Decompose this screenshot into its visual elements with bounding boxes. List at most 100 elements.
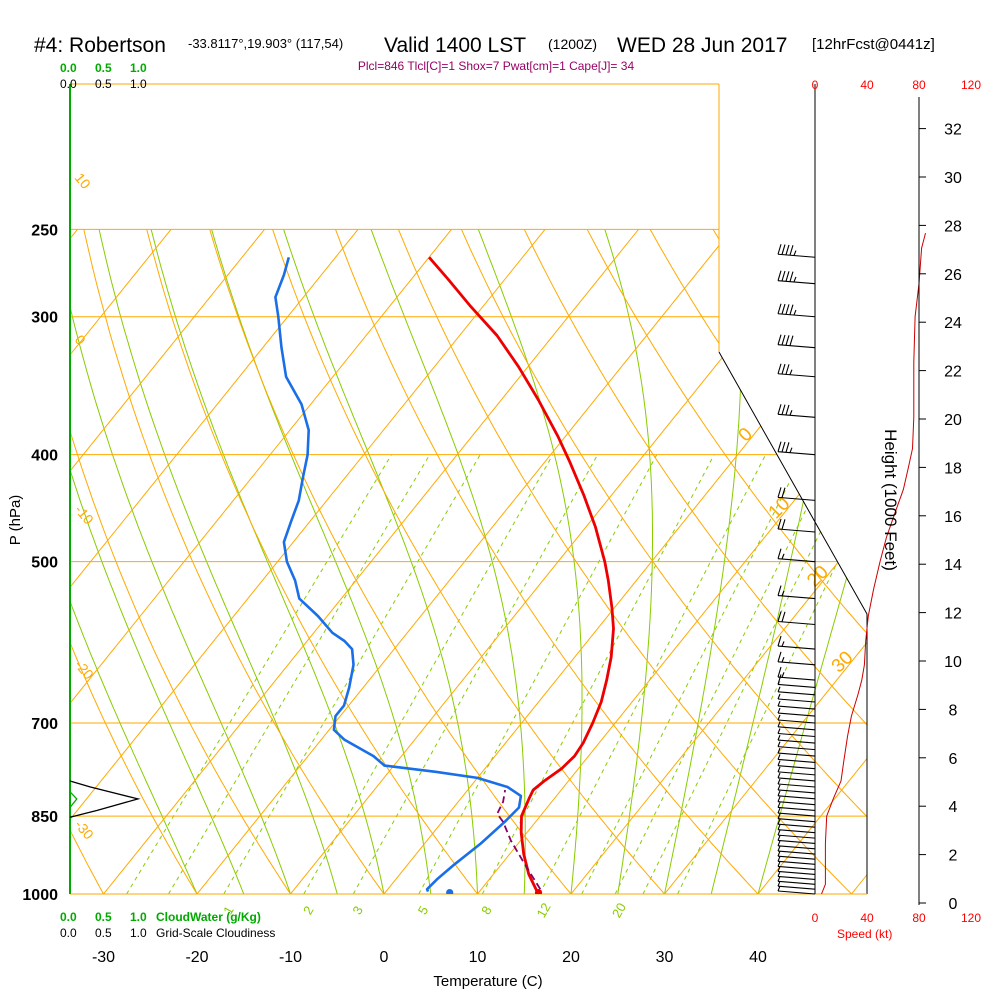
sounding-traces: [274, 256, 615, 894]
isotherm-label: 30: [828, 647, 858, 677]
barb-flag: [777, 674, 782, 685]
barb-staff: [777, 719, 816, 724]
barb-half-flag: [793, 250, 797, 256]
cloud-water-tick-top: 1.0: [130, 61, 147, 75]
wind-barb: [777, 487, 816, 501]
x-tick-label: -10: [279, 949, 302, 966]
cloudiness-tick-bottom: 0.0: [60, 926, 77, 940]
barb-flag: [781, 270, 786, 282]
barb-staff: [777, 789, 816, 794]
barb-half-flag: [777, 686, 781, 692]
moist-adiabat-line: [211, 229, 432, 894]
moist-adiabat-line: [604, 229, 653, 894]
wind-barb: [777, 721, 816, 731]
speed-tick-bottom: 40: [860, 911, 874, 925]
barb-half-flag: [777, 871, 781, 877]
barb-flag: [777, 585, 782, 596]
mixing-ratio-line: [642, 454, 859, 894]
barb-half-flag: [777, 766, 781, 773]
barb-half-flag: [789, 447, 793, 453]
isobars: [70, 228, 867, 895]
x-axis: -30 -20 -10 0 10 20 30 40: [92, 949, 767, 966]
wind-barb: [777, 363, 816, 378]
barb-staff: [777, 691, 816, 696]
barb-staff: [777, 783, 816, 788]
x-tick-label: -30: [92, 949, 115, 966]
moist-adiabat-line: [70, 229, 291, 894]
barb-flag: [777, 635, 782, 647]
dry-adiabat-line: [965, 229, 1000, 894]
barb-flag: [781, 487, 786, 498]
moist-adiabat-line: [370, 229, 526, 894]
barb-half-flag: [777, 835, 781, 841]
dry-adiabat-line: [586, 229, 867, 894]
barb-half-flag: [777, 784, 781, 791]
barb-flag: [777, 611, 782, 622]
wind-barb: [777, 611, 816, 626]
barb-staff: [777, 413, 816, 418]
barb-staff: [777, 739, 816, 744]
height-tick-label: 24: [944, 315, 962, 332]
barb-flag: [777, 548, 782, 559]
barb-staff: [777, 344, 816, 349]
wind-barb: [777, 851, 816, 860]
barb-flag: [781, 244, 786, 255]
wind-barb: [777, 244, 816, 258]
height-tick-label: 10: [944, 654, 962, 671]
wind-barb: [777, 876, 816, 885]
x-tick-label: 40: [749, 949, 767, 966]
barb-staff: [777, 373, 816, 378]
wind-barb: [777, 728, 816, 738]
pressure-tick-label: 850: [31, 809, 58, 826]
wind-barb: [777, 778, 816, 788]
barb-flag: [785, 404, 790, 416]
barb-flag: [785, 335, 790, 346]
barb-staff: [777, 890, 816, 895]
barb-half-flag: [777, 721, 781, 727]
barb-staff: [777, 661, 816, 666]
barb-half-flag: [781, 641, 785, 647]
wind-barb: [777, 819, 816, 828]
cloudiness-tick-top: 1.0: [130, 77, 147, 91]
barb-half-flag: [777, 824, 781, 830]
y-axis-label: P (hPa): [7, 495, 24, 546]
height-tick-label: 30: [944, 170, 962, 187]
barb-half-flag: [777, 741, 781, 747]
barb-half-flag: [793, 309, 797, 316]
barb-half-flag: [777, 760, 781, 766]
wind-barb: [777, 829, 816, 839]
barb-staff: [777, 451, 816, 456]
moist-adiabat-line: [664, 229, 742, 894]
valid-date: WED 28 Jun 2017: [617, 34, 787, 57]
barb-staff: [777, 839, 816, 845]
barb-half-flag: [777, 876, 781, 882]
barb-staff: [777, 855, 816, 860]
mixing-ratio-line: [168, 454, 431, 894]
dry-adiabat-line: [146, 229, 478, 894]
barb-staff: [777, 496, 816, 501]
cloudiness-tick-top: 0.5: [95, 77, 112, 91]
pressure-axis: 250 300 400 500 700 850 1000: [22, 222, 58, 904]
dry-adiabat-line: [460, 229, 867, 894]
wind-barb: [777, 772, 816, 782]
wind-barb: [777, 796, 816, 806]
wind-barb: [777, 707, 816, 717]
barb-half-flag: [777, 700, 781, 707]
barb-staff: [777, 253, 816, 258]
wind-barb: [777, 754, 816, 763]
barb-flag: [789, 271, 794, 282]
height-tick-label: 8: [949, 702, 958, 719]
wind-barb: [777, 441, 816, 456]
height-tick-label: 6: [949, 751, 958, 768]
wind-speed-line: [821, 232, 926, 895]
barb-staff: [777, 771, 816, 776]
cloud-water-tick-bottom: 0.5: [95, 910, 112, 924]
wind-barb: [777, 635, 816, 650]
barb-flag: [777, 487, 782, 498]
barb-flag: [777, 404, 782, 415]
mixing-ratio-label: 8: [478, 903, 495, 917]
moist-adiabat-line: [98, 229, 338, 894]
barb-staff: [777, 829, 816, 834]
barb-staff: [777, 732, 816, 738]
